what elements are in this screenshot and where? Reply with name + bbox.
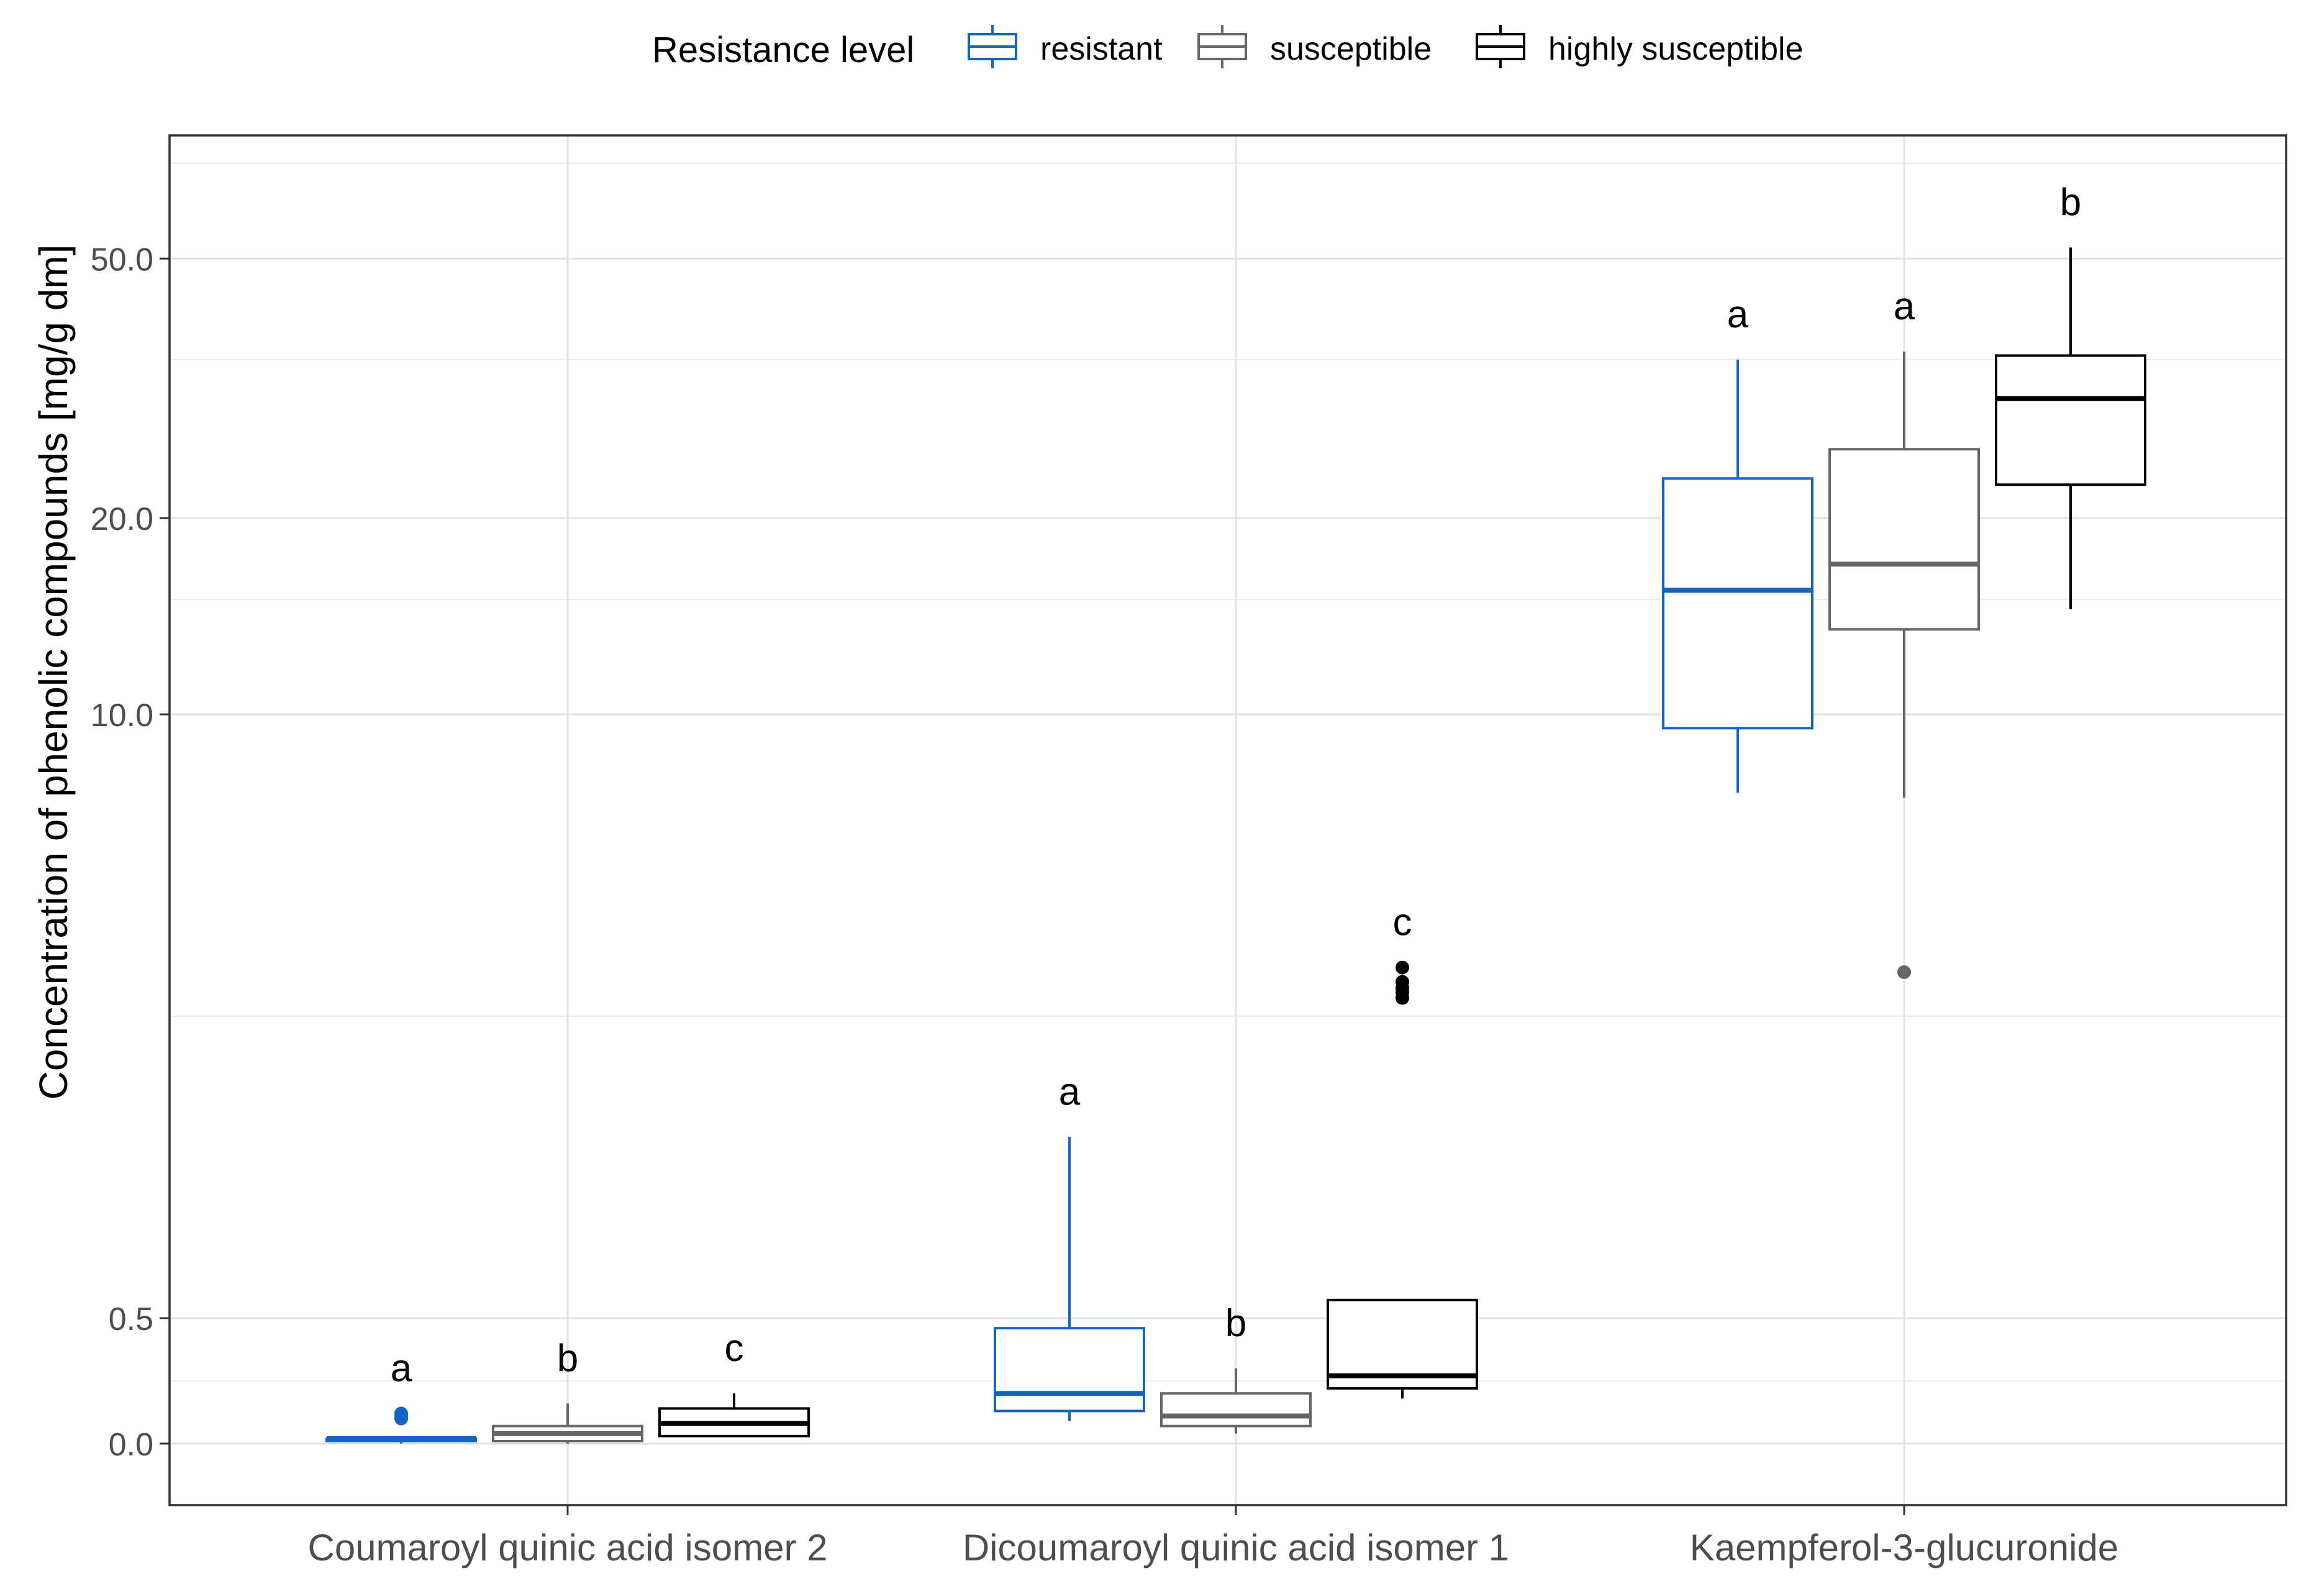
box-highly-susceptible: b [1995, 181, 2146, 609]
box-resistant: a [994, 1070, 1145, 1421]
significance-letter: a [1727, 293, 1749, 336]
legend-label: highly susceptible [1548, 31, 1803, 67]
legend: Resistance level resistant susceptible hig… [652, 25, 1803, 70]
x-tick-label: Kaempferol-3-glucuronide [1690, 1527, 2118, 1568]
outlier-point [1396, 960, 1409, 975]
legend-label: susceptible [1270, 31, 1432, 67]
legend-title: Resistance level [652, 30, 914, 70]
box-iqr [1662, 477, 1813, 730]
significance-letter: a [1894, 285, 1915, 328]
x-axis: Coumaroyl quinic acid isomer 2 Dicoumaroy… [307, 1505, 2118, 1568]
box-susceptible: a [1828, 285, 1980, 979]
x-tick-label: Coumaroyl quinic acid isomer 2 [307, 1527, 827, 1568]
significance-letter: c [725, 1327, 744, 1370]
legend-entry-resistant: resistant [968, 25, 1163, 68]
box-groups: a b c a b c a a b [325, 181, 2146, 1444]
significance-letter: a [1059, 1070, 1081, 1113]
legend-entries: resistant susceptible highly susceptible [968, 25, 1803, 68]
box-iqr [1160, 1392, 1312, 1427]
outlier-point [394, 1406, 408, 1421]
significance-letter: b [1225, 1302, 1246, 1345]
category-group: a b c [994, 901, 1478, 1434]
box-iqr [1828, 448, 1980, 631]
box-iqr [994, 1327, 1145, 1413]
significance-letter: b [2060, 181, 2081, 224]
y-tick-label: 20.0 [91, 501, 153, 537]
box-resistant: a [325, 1347, 477, 1444]
legend-label: resistant [1040, 31, 1163, 67]
y-tick-label: 0.5 [109, 1301, 153, 1337]
gridlines [170, 135, 2286, 1505]
legend-entry-highly-susceptible: highly susceptible [1476, 25, 1803, 68]
y-tick-label: 50.0 [91, 242, 153, 278]
outlier-point [1897, 965, 1911, 979]
box-highly-susceptible: c [1327, 901, 1478, 1399]
box-resistant: a [1662, 293, 1813, 793]
significance-letter: b [557, 1337, 578, 1380]
plot-panel: a b c a b c a a b [168, 134, 2287, 1506]
category-group: a a b [1662, 181, 2146, 979]
significance-letter: a [391, 1347, 412, 1390]
box-highly-susceptible: c [658, 1327, 810, 1437]
box-susceptible: b [492, 1337, 643, 1444]
significance-letter: c [1393, 901, 1412, 944]
y-axis-label: Concentration of phenolic compounds [mg/… [31, 245, 76, 1100]
box-iqr [1995, 354, 2146, 486]
outlier-point [1396, 975, 1409, 989]
y-tick-label: 0.0 [109, 1427, 153, 1463]
category-group: a b c [325, 1327, 810, 1444]
box-susceptible: b [1160, 1302, 1312, 1434]
legend-entry-susceptible: susceptible [1197, 25, 1432, 68]
x-tick-label: Dicoumaroyl quinic acid isomer 1 [963, 1527, 1509, 1568]
y-axis: 0.0 0.5 10.0 20.0 50.0 [91, 242, 170, 1463]
y-tick-label: 10.0 [91, 698, 153, 734]
panel-border [168, 134, 2287, 1506]
